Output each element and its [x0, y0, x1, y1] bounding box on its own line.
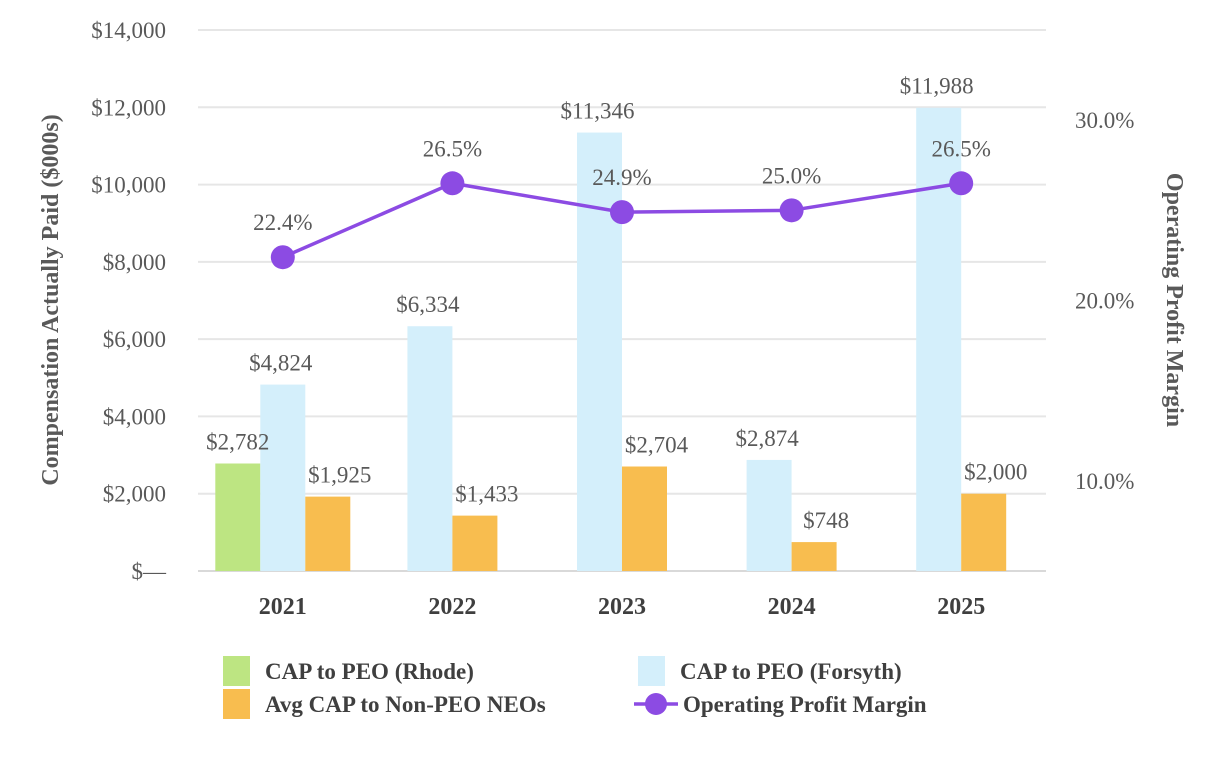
bar-data-label: $1,925 [308, 463, 371, 488]
legend-swatch-marker [645, 693, 667, 715]
y2-tick-label: 30.0% [1075, 108, 1134, 133]
y-axis-title: Compensation Actually Paid ($000s) [38, 114, 64, 485]
y-tick-label: $10,000 [91, 173, 166, 198]
bar-data-label: $6,334 [396, 292, 460, 317]
x-tick-label: 2021 [259, 594, 307, 620]
margin-point [779, 198, 804, 223]
bar-data-label: $2,000 [964, 460, 1027, 485]
legend-label: CAP to PEO (Rhode) [265, 659, 474, 684]
y-tick-label: $8,000 [103, 250, 166, 275]
legend-item: Avg CAP to Non-PEO NEOs [223, 689, 546, 719]
legend-label: CAP to PEO (Forsyth) [680, 659, 902, 684]
legend-label: Operating Profit Margin [683, 692, 927, 717]
y-tick-label: $4,000 [103, 404, 166, 429]
data-labels: $2,782 $4,824 $6,334 $11,346 $2,874 $11,988 $1… [206, 74, 1027, 533]
y-tick-label: $12,000 [91, 95, 166, 120]
bar-avg-cap-to-non-peo-neos [305, 496, 351, 571]
legend-swatch [638, 656, 665, 686]
y-tick-label: $6,000 [103, 327, 166, 352]
x-tick-label: 2025 [937, 594, 985, 620]
y-tick-label: $— [132, 559, 168, 584]
x-tick-label: 2022 [428, 594, 476, 620]
bar-avg-cap-to-non-peo-neos [622, 466, 667, 571]
margin-data-label: 26.5% [931, 136, 990, 161]
margin-data-label: 24.9% [592, 165, 651, 190]
margin-line [270, 171, 974, 270]
bar-data-label: $11,988 [900, 74, 974, 99]
legend-swatch [223, 689, 250, 719]
y2-tick-label: 10.0% [1075, 469, 1134, 494]
bar-cap-to-peo-rhode- [215, 463, 261, 571]
bar-data-label: $2,874 [735, 426, 799, 451]
margin-data-label: 26.5% [423, 136, 482, 161]
bar-data-label: $4,824 [249, 351, 313, 376]
bar-data-label: $1,433 [455, 482, 518, 507]
x-tick-label: 2023 [598, 594, 646, 620]
axes: $— $2,000 $4,000 $6,000 $8,000 $10,000 $12,000… [38, 18, 1187, 620]
legend: CAP to PEO (Rhode) CAP to PEO (Forsyth) Av… [223, 656, 927, 719]
margin-data-label: 22.4% [253, 210, 312, 235]
legend-item: Operating Profit Margin [634, 692, 927, 717]
x-tick-label: 2024 [768, 594, 816, 620]
bar-avg-cap-to-non-peo-neos [791, 542, 837, 571]
margin-point [949, 171, 974, 196]
y2-tick-label: 20.0% [1075, 289, 1134, 314]
bars [215, 107, 1007, 572]
margin-point [270, 245, 295, 270]
bar-cap-to-peo-forsyth- [260, 384, 306, 571]
margin-point [610, 200, 634, 225]
legend-item: CAP to PEO (Rhode) [223, 656, 474, 686]
legend-label: Avg CAP to Non-PEO NEOs [265, 692, 546, 717]
y-tick-label: $2,000 [103, 482, 166, 507]
bar-data-label: $11,346 [561, 99, 635, 124]
bar-avg-cap-to-non-peo-neos [961, 493, 1007, 571]
y2-axis-title: Operating Profit Margin [1161, 173, 1187, 427]
bar-data-label: $748 [803, 508, 849, 533]
bar-cap-to-peo-forsyth- [577, 132, 622, 571]
bar-data-label: $2,782 [206, 429, 269, 454]
bar-cap-to-peo-forsyth- [746, 459, 792, 571]
legend-swatch [223, 656, 250, 686]
legend-item: CAP to PEO (Forsyth) [638, 656, 902, 686]
bar-data-label: $2,704 [625, 433, 689, 458]
y-tick-label: $14,000 [91, 18, 166, 43]
bar-avg-cap-to-non-peo-neos [452, 515, 498, 571]
margin-data-label: 25.0% [762, 163, 821, 188]
margin-point [440, 171, 465, 196]
bar-cap-to-peo-forsyth- [407, 326, 453, 571]
